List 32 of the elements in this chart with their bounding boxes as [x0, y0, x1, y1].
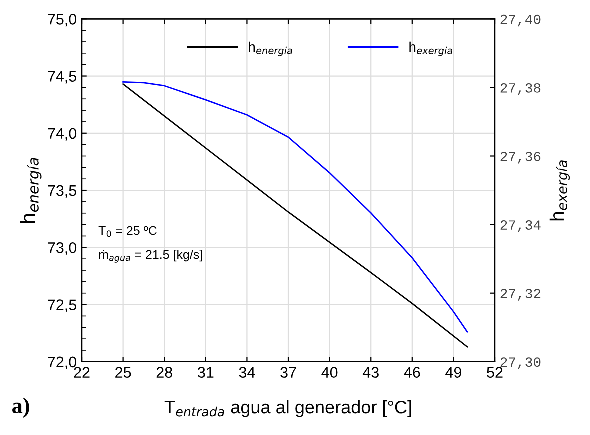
x-tick-label: 34 [239, 367, 256, 378]
x-tick-label: 28 [156, 367, 172, 378]
x-tick-label: 37 [280, 367, 296, 378]
y-tick-label: 75,0 [48, 14, 77, 27]
legend-label: h$_{energia}$ [249, 42, 292, 56]
y2-tick-label: 27,30 [500, 358, 541, 370]
y-tick-label: 72,0 [48, 356, 77, 370]
y-tick-label: 74,0 [48, 128, 77, 141]
x-tick-label: 25 [116, 367, 132, 378]
x-tick-label: 31 [198, 367, 214, 378]
x-tick-label: 49 [446, 367, 462, 378]
y2-tick-label: 27,36 [500, 152, 541, 164]
y-tick-label: 73,5 [48, 185, 77, 198]
annotation: T$_{0}$ = 25 ºC [98, 226, 157, 238]
x-tick-label: 52 [487, 367, 503, 378]
x-axis-title: T$_{entrada}$ agua al generador [°C] [164, 400, 412, 418]
y-axis-title: h$_{energía}$ [20, 158, 42, 224]
x-tick-label: 43 [362, 367, 379, 378]
y2-tick-label: 27,32 [500, 289, 541, 301]
y2-tick-label: 27,34 [500, 220, 541, 232]
y-tick-label: 73,0 [48, 242, 77, 256]
x-tick-label: 40 [322, 367, 338, 378]
y-tick-label: 74,5 [48, 71, 77, 84]
x-tick-label: 22 [74, 367, 90, 378]
legend-label: h$_{exergia}$ [410, 42, 452, 56]
y2-tick-label: 27,40 [500, 14, 541, 27]
text: a) [12, 398, 30, 418]
x-tick-label: 46 [404, 367, 420, 378]
annotation: ṁ$_{agua}$ = 21.5 [kg/s] [99, 250, 202, 263]
y2-tick-label: 27,38 [500, 83, 541, 96]
y2-axis-title: h$_{exergía}$ [550, 160, 570, 221]
y-tick-label: 72,5 [48, 300, 77, 312]
